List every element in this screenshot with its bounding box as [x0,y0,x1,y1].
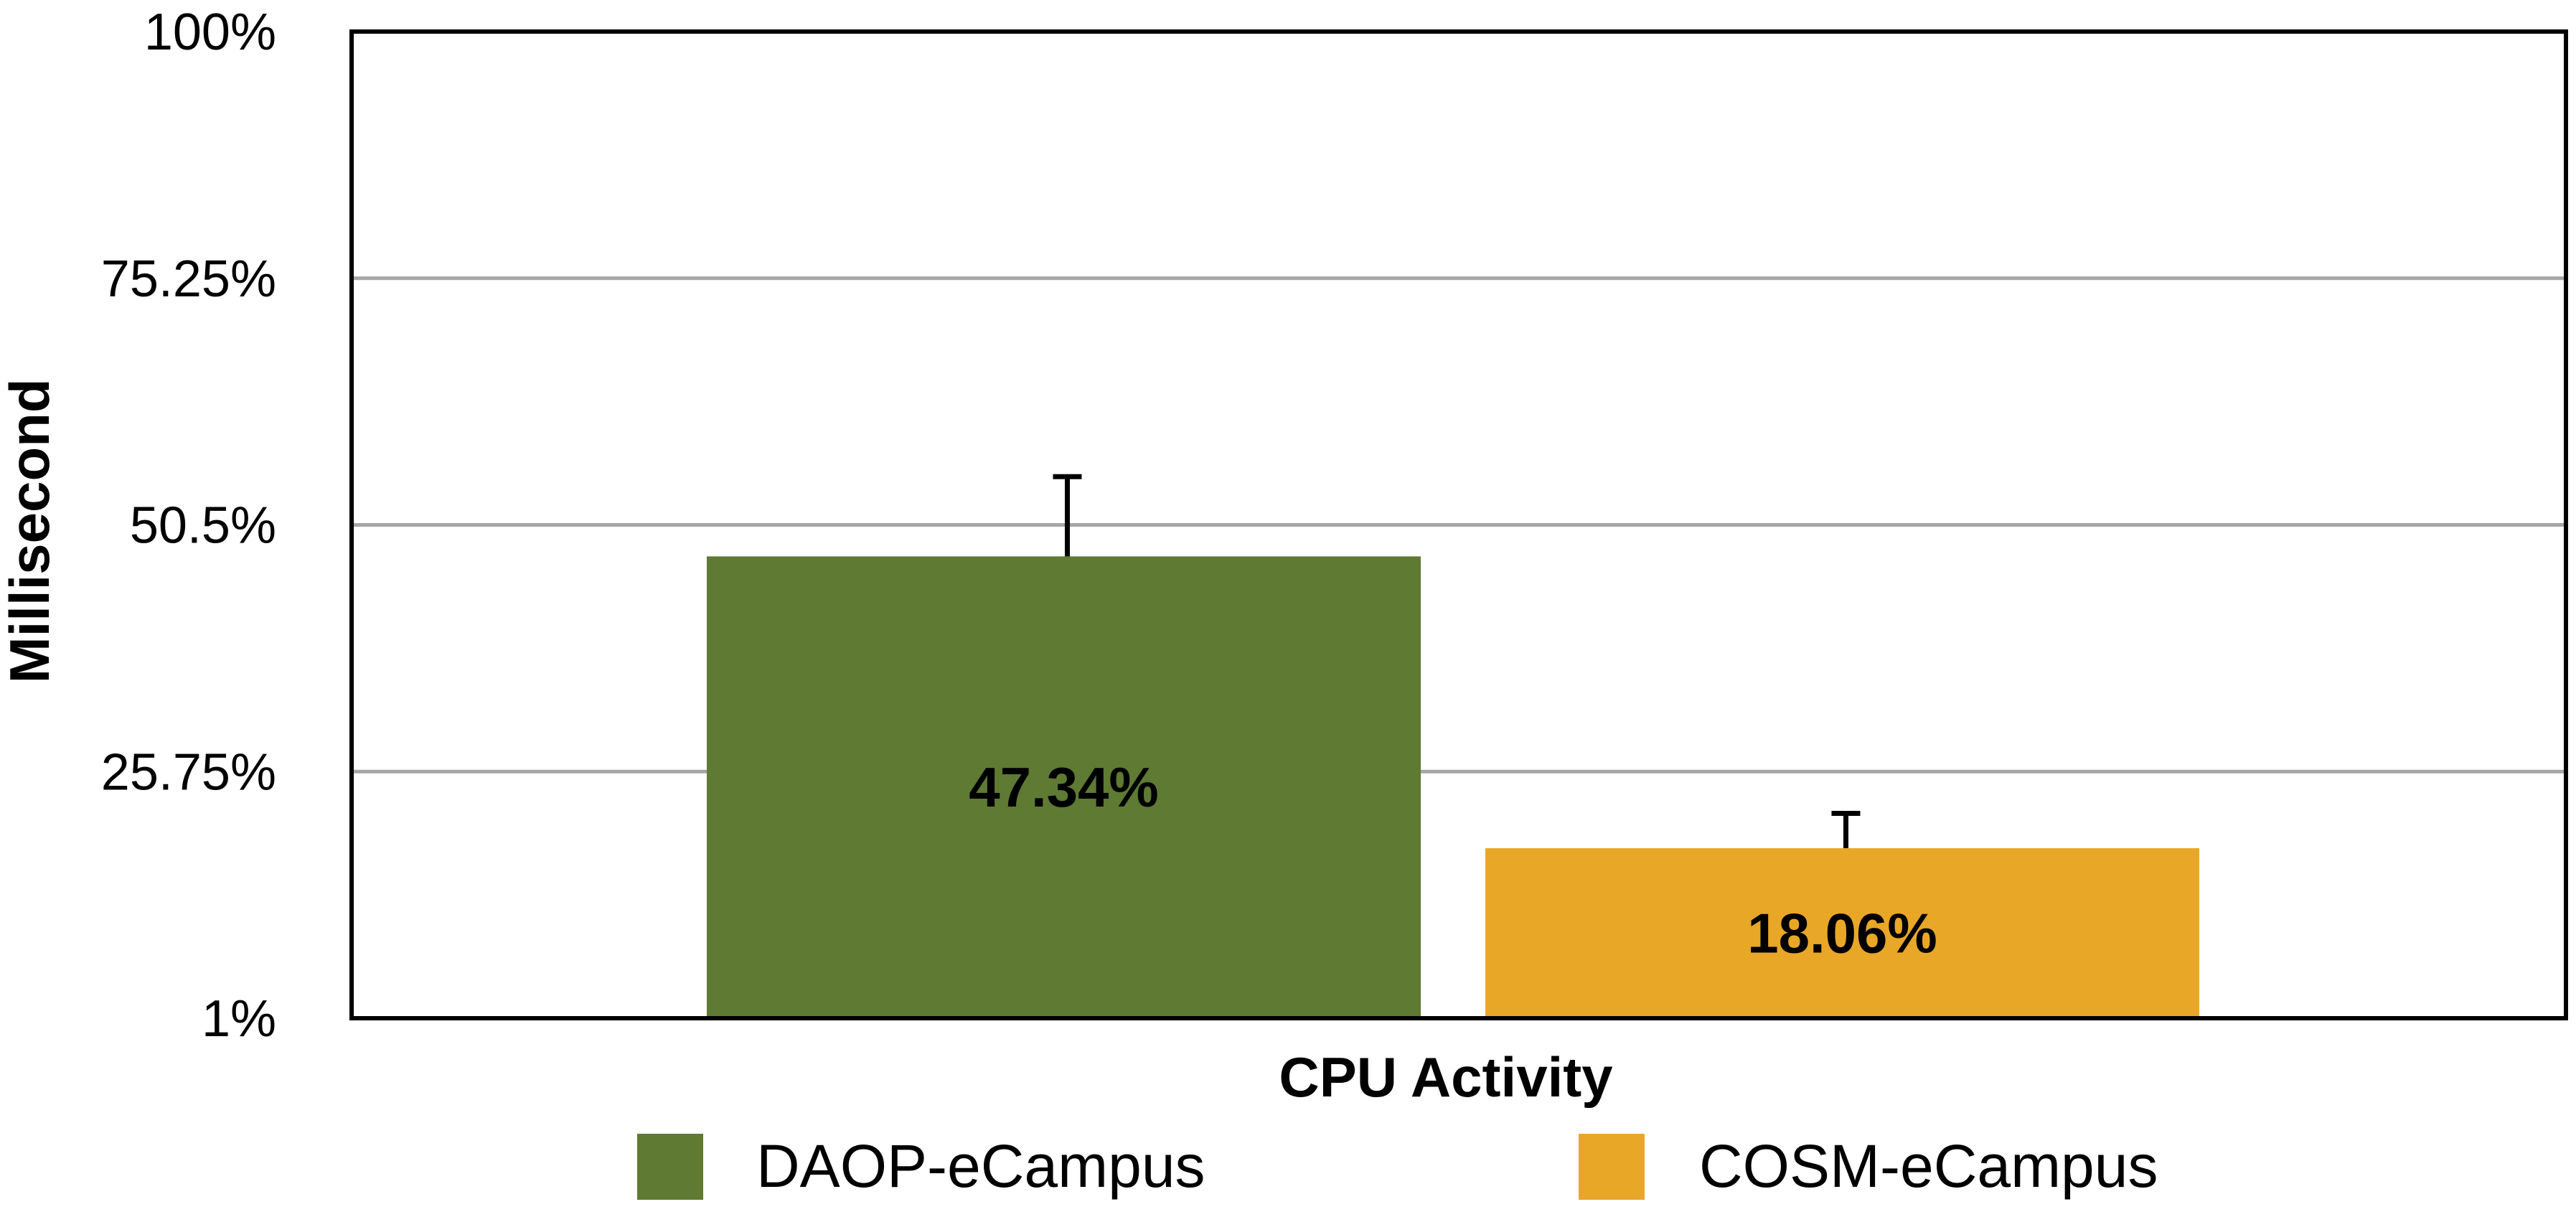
bar-daop-ecampus [707,556,1421,1018]
y-tick-label: 50.5% [130,497,276,555]
legend-label-cosm: COSM-eCampus [1699,1132,2158,1200]
legend-swatch-daop [637,1134,703,1200]
gridlines [352,276,2566,774]
error-bars [1053,474,1861,849]
y-tick-label: 100% [144,4,276,61]
legend-swatch-cosm [1579,1134,1645,1200]
bars [707,556,2199,1018]
legend-label-daop: DAOP-eCampus [756,1132,1205,1200]
y-axis-tick-labels: 1% 25.75% 50.5% 75.25% 100% [101,4,276,1048]
plot-area-frame [349,29,2568,1020]
y-axis-title: Millisecond [0,379,61,684]
bar-cosm-ecampus [1485,848,2199,1018]
y-tick-label: 75.25% [101,250,276,308]
x-axis-title: CPU Activity [1279,1046,1612,1109]
y-tick-label: 1% [202,990,276,1048]
y-tick-label: 25.75% [101,743,276,801]
bar-data-label: 18.06% [1747,902,1937,965]
bar-data-label: 47.34% [969,756,1159,819]
bar-data-labels: 47.34% 18.06% [969,756,1937,964]
